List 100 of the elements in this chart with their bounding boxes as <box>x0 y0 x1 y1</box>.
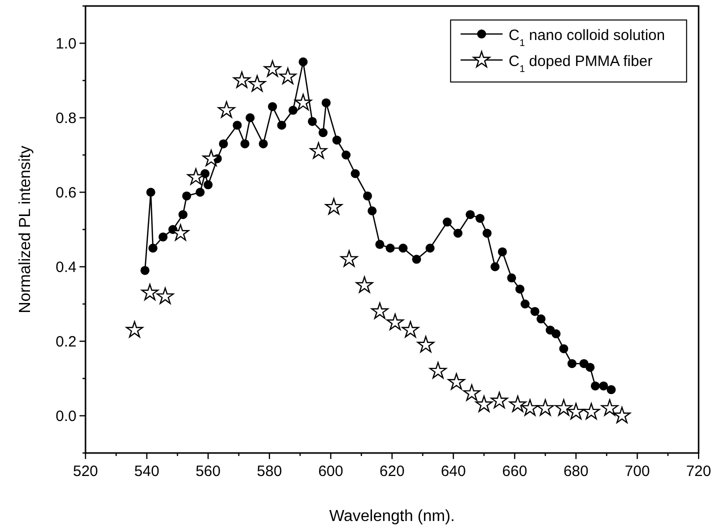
x-tick-label: 620 <box>380 463 405 480</box>
point <box>567 359 576 368</box>
point <box>268 102 277 112</box>
point <box>442 218 452 227</box>
point <box>453 228 462 238</box>
point <box>507 273 516 282</box>
y-tick-label: 0.0 <box>56 408 76 425</box>
x-tick-label: 700 <box>624 463 650 480</box>
point <box>350 169 360 178</box>
point <box>248 75 266 92</box>
point <box>277 120 286 130</box>
point <box>158 232 168 242</box>
y-tick-label: 0.8 <box>56 110 76 127</box>
x-tick-label: 720 <box>686 463 711 480</box>
point <box>586 362 595 372</box>
point <box>398 244 408 253</box>
point <box>368 206 377 216</box>
point <box>298 57 308 66</box>
point <box>402 321 420 338</box>
point <box>279 68 296 84</box>
point <box>476 214 485 223</box>
legend-label: C$_{1}$ doped PMMA fiber <box>508 53 652 74</box>
point <box>126 321 144 338</box>
point <box>146 188 156 197</box>
point <box>509 396 526 412</box>
point <box>386 314 404 330</box>
point <box>567 402 585 420</box>
point <box>196 188 205 197</box>
point <box>375 240 384 249</box>
point <box>599 381 608 390</box>
x-tick-label: 640 <box>440 463 466 480</box>
point <box>340 250 358 267</box>
x-tick-label: 600 <box>318 463 344 480</box>
point <box>490 262 500 272</box>
point <box>332 136 342 145</box>
point <box>490 392 508 408</box>
point <box>536 314 546 324</box>
point <box>520 300 530 308</box>
point <box>590 381 600 390</box>
point <box>536 399 554 416</box>
point <box>482 228 492 238</box>
point <box>412 254 422 264</box>
x-axis-title: Wavelength (nm). <box>329 508 455 525</box>
point <box>232 120 242 130</box>
y-tick-label: 1.0 <box>56 35 76 52</box>
point <box>218 101 236 118</box>
point <box>204 180 213 190</box>
point <box>141 284 159 300</box>
point <box>426 244 435 253</box>
point <box>246 113 255 122</box>
point <box>613 406 631 424</box>
point <box>530 306 540 316</box>
point <box>559 344 568 354</box>
point <box>308 116 317 126</box>
y-tick-label: 0.2 <box>56 333 76 350</box>
point <box>240 139 250 148</box>
y-tick-label: 0.6 <box>56 184 76 202</box>
point <box>258 139 268 148</box>
point <box>386 244 395 253</box>
point <box>356 276 374 293</box>
point <box>555 399 572 416</box>
point <box>294 94 312 110</box>
point <box>310 142 328 159</box>
point <box>448 373 466 390</box>
point <box>463 384 480 401</box>
point <box>515 284 524 294</box>
x-tick-label: 520 <box>72 463 98 480</box>
y-axis-title: Normalized PL intensity <box>17 146 34 314</box>
x-tick-label: 560 <box>196 463 221 480</box>
point <box>140 266 150 275</box>
point <box>342 150 351 160</box>
point <box>322 98 331 108</box>
x-tick-label: 580 <box>256 463 282 480</box>
point <box>182 191 192 200</box>
point <box>202 150 220 166</box>
point <box>582 402 600 420</box>
x-tick-label: 680 <box>563 463 588 480</box>
point <box>318 128 328 138</box>
point <box>264 60 282 77</box>
point <box>498 247 507 256</box>
point <box>606 385 616 394</box>
point <box>601 399 618 416</box>
point <box>371 302 388 319</box>
point <box>429 362 447 378</box>
point <box>466 210 475 220</box>
point <box>475 396 493 412</box>
point <box>218 139 228 148</box>
y-tick-label: 0.4 <box>56 258 76 276</box>
point <box>148 244 158 253</box>
point <box>325 198 342 215</box>
point <box>156 288 174 304</box>
point <box>363 191 372 200</box>
point <box>417 336 434 352</box>
point <box>521 399 539 416</box>
x-tick-label: 540 <box>134 463 160 480</box>
point <box>288 106 298 115</box>
legend-label: C$_{1}$ nano colloid solution <box>508 27 665 48</box>
point <box>233 71 250 88</box>
point <box>552 329 561 338</box>
x-tick-label: 660 <box>502 463 528 480</box>
